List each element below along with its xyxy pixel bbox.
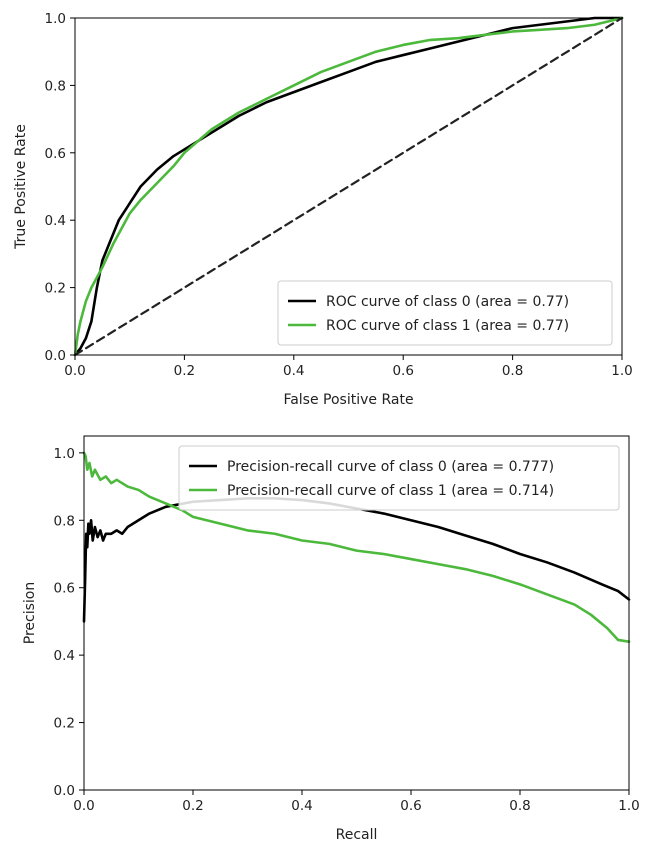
roc-xtick-label: 0.0	[64, 363, 85, 379]
pr-xtick-label: 0.8	[509, 798, 530, 814]
precision-recall-chart: 0.0 0.2 0.4 0.6 0.8 1.0 0.0 0.2 0.4 0.6 0.8 1.0 Reca…	[22, 435, 640, 843]
pr-xtick-label: 1.0	[618, 798, 639, 814]
roc-ytick-label: 0.2	[45, 281, 66, 297]
roc-ytick-label: 0.8	[45, 78, 66, 94]
pr-ytick-label: 0.6	[54, 581, 75, 597]
roc-legend-box	[277, 280, 613, 346]
pr-ytick-label: 0.4	[54, 648, 75, 664]
pr-legend-entry: Precision-recall curve of class 1 (area …	[227, 483, 554, 499]
pr-x-axis-label: Recall	[336, 827, 378, 843]
pr-ytick-label: 0.8	[54, 513, 75, 529]
pr-series-0-line	[82, 497, 631, 623]
pr-xtick-label: 0.0	[73, 798, 94, 814]
pr-legend: Precision-recall curve of class 0 (area …	[178, 445, 620, 511]
roc-ytick-label: 0.4	[45, 213, 66, 229]
roc-xtick-label: 1.0	[611, 363, 632, 379]
pr-xtick-label: 0.6	[400, 798, 421, 814]
pr-ytick-label: 0.0	[54, 783, 75, 799]
roc-xtick-label: 0.4	[283, 363, 304, 379]
roc-ytick-label: 0.0	[45, 348, 66, 364]
roc-x-axis-label: False Positive Rate	[283, 392, 413, 408]
pr-ytick-label: 0.2	[54, 716, 75, 732]
pr-ytick-label: 1.0	[54, 446, 75, 462]
roc-legend: ROC curve of class 0 (area = 0.77) ROC cu…	[277, 280, 613, 346]
pr-legend-entry: Precision-recall curve of class 0 (area …	[227, 459, 554, 475]
pr-axes-frame	[83, 435, 630, 791]
pr-legend-box	[178, 445, 620, 511]
roc-legend-entry: ROC curve of class 0 (area = 0.77)	[326, 294, 569, 310]
roc-xtick-label: 0.8	[502, 363, 523, 379]
roc-chart: 0.0 0.2 0.4 0.6 0.8 1.0 0.0 0.2 0.4 0.6 0.8 1.0 Fals…	[13, 11, 633, 408]
pr-series-1-line	[82, 451, 631, 643]
roc-y-axis-label: True Positive Rate	[13, 124, 29, 250]
pr-y-axis-label: Precision	[22, 582, 38, 644]
roc-axes-frame	[74, 17, 623, 356]
pr-xtick-label: 0.2	[182, 798, 203, 814]
roc-legend-entry: ROC curve of class 1 (area = 0.77)	[326, 318, 569, 334]
roc-ytick-label: 1.0	[45, 11, 66, 27]
roc-ytick-label: 0.6	[45, 146, 66, 162]
roc-xtick-label: 0.2	[174, 363, 195, 379]
roc-series-2-diagonal-line	[73, 16, 624, 357]
roc-xtick-label: 0.6	[392, 363, 413, 379]
roc-series-1-line	[73, 16, 624, 357]
pr-xtick-label: 0.4	[291, 798, 312, 814]
